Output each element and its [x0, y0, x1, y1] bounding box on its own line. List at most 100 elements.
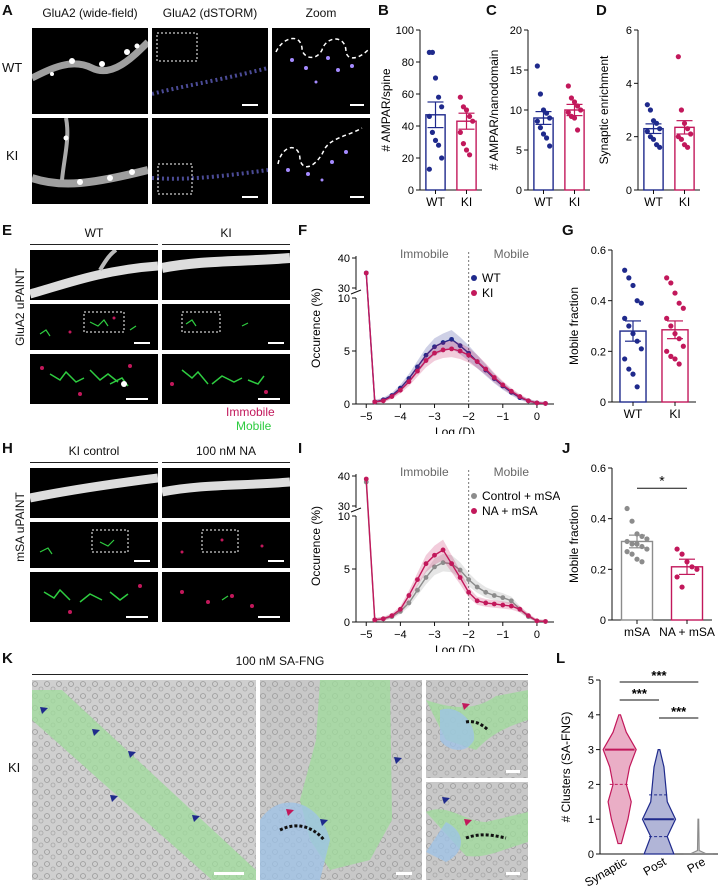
data-point: [517, 394, 523, 399]
x-axis-label: Log (D): [435, 425, 475, 434]
data-point: [435, 94, 442, 100]
data-point: [679, 584, 685, 590]
data-point: [415, 368, 420, 374]
data-point: [439, 104, 445, 110]
data-point: [432, 350, 437, 356]
data-point: [540, 107, 547, 113]
data-point: [680, 343, 686, 349]
panel-letter-c: C: [486, 2, 497, 19]
data-point: [460, 141, 467, 147]
panel-letter-a: A: [2, 2, 13, 19]
data-point: [406, 379, 412, 385]
e-ki-tracks-image: [162, 304, 290, 350]
data-point: [639, 533, 645, 539]
y-tick-label: 1: [588, 814, 594, 826]
data-point: [543, 110, 550, 116]
y-tick-label: 10: [338, 511, 350, 523]
x-tick-label: Post: [641, 854, 669, 878]
data-point: [449, 346, 454, 352]
data-point: [457, 348, 463, 354]
x-tick-label: WT: [624, 407, 643, 421]
data-point: [664, 315, 670, 321]
y-tick-label: 0.6: [591, 463, 606, 475]
data-point: [534, 118, 540, 124]
data-point: [415, 587, 420, 593]
k-em-image-1: [32, 680, 256, 880]
data-point: [634, 338, 640, 344]
y-tick-label: 0.6: [591, 245, 606, 257]
h-col1-header: KI control: [68, 444, 120, 458]
x-tick-label: −4: [394, 411, 407, 423]
a-zoom-ki-image: [272, 118, 370, 204]
h-na-tracks-image: [162, 522, 290, 568]
panel-letter-f: F: [298, 222, 308, 239]
region-label-mobile: Mobile: [494, 465, 530, 479]
data-point: [672, 290, 678, 296]
data-point: [508, 598, 514, 604]
data-point: [457, 575, 463, 580]
y-tick-label: 20: [510, 25, 522, 37]
h-side-label: mSA uPAINT: [13, 492, 27, 562]
data-point: [639, 559, 645, 565]
y-tick-label: 5: [588, 675, 594, 687]
y-axis-label: Occurence (%): [309, 506, 323, 586]
data-point: [432, 75, 439, 81]
data-point: [474, 598, 480, 604]
data-point: [423, 352, 429, 358]
x-tick-label: KI: [461, 195, 472, 209]
x-tick-label: −1: [497, 629, 510, 641]
data-point: [432, 344, 437, 350]
data-point: [639, 543, 645, 550]
series-line: [365, 481, 546, 623]
y-axis-label: Synaptic enrichment: [597, 55, 611, 164]
data-point: [429, 49, 436, 55]
data-point: [629, 541, 635, 547]
chart-g: 0 0.2 0.4 0.6 Mobile fraction WT KI: [567, 245, 696, 421]
y-axis-label: Mobile fraction: [567, 505, 581, 583]
chart-j: 0 0.2 0.4 0.6 Mobile fraction mSA NA + mSA *: [567, 463, 715, 639]
x-tick-label: NA + mSA: [659, 625, 715, 639]
y-tick-label: 0: [626, 185, 632, 197]
y-tick-label: 20: [402, 153, 414, 165]
x-tick-label: mSA: [624, 625, 650, 639]
data-point: [363, 476, 369, 482]
legend-marker: [471, 290, 477, 296]
data-point: [517, 606, 523, 612]
x-tick-label: KI: [669, 407, 680, 421]
y-tick-label: 10: [510, 105, 522, 117]
data-point: [483, 589, 489, 595]
legend-label: WT: [482, 271, 501, 285]
legend-marker: [471, 493, 477, 499]
data-point: [457, 94, 463, 100]
x-tick-label: KI: [679, 195, 690, 209]
data-point: [470, 118, 476, 124]
data-point: [466, 113, 473, 119]
data-point: [680, 305, 686, 311]
data-point: [681, 120, 688, 126]
data-point: [389, 613, 395, 619]
k-title-rule: [32, 674, 528, 675]
y-tick-label: 2: [626, 132, 632, 144]
x-tick-label: −5: [360, 411, 373, 423]
y-tick-label: 15: [510, 65, 522, 77]
data-point: [547, 115, 553, 121]
a-widefield-wt-image: [32, 28, 148, 114]
data-point: [500, 382, 506, 388]
e-wt-widefield-image: [30, 250, 158, 300]
data-point: [423, 561, 429, 567]
data-point: [380, 616, 386, 622]
data-point: [372, 617, 378, 623]
data-point: [634, 384, 640, 390]
h-na-zoom-image: [162, 572, 290, 622]
a-row-ki-label: KI: [6, 148, 19, 163]
a-dstorm-ki-image: [152, 118, 268, 204]
data-point: [466, 352, 472, 358]
panel-letter-d: D: [596, 2, 607, 19]
data-point: [668, 353, 674, 359]
data-point: [626, 366, 632, 372]
y-tick-label: 0.2: [591, 564, 606, 576]
legend-label: KI: [482, 286, 493, 300]
e-legend-mobile: Mobile: [236, 419, 272, 433]
x-tick-label: −5: [360, 629, 373, 641]
